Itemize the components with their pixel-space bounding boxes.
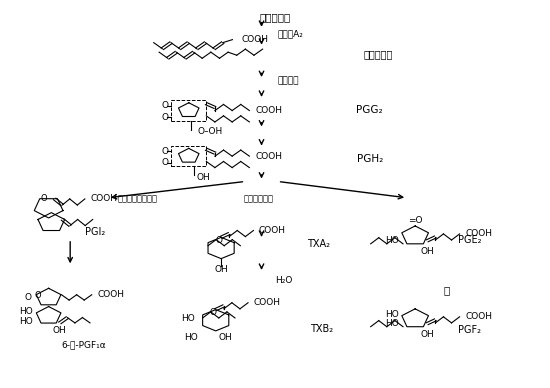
Text: 及: 及: [443, 285, 449, 295]
Text: COOH: COOH: [465, 229, 492, 238]
Text: 磷脂酶A₂: 磷脂酶A₂: [278, 30, 304, 39]
Text: 细胞膜磷脂: 细胞膜磷脂: [260, 12, 290, 22]
Text: COOH: COOH: [256, 106, 283, 115]
Text: COOH: COOH: [256, 152, 283, 161]
Text: OH: OH: [421, 330, 434, 339]
Text: =O: =O: [408, 216, 422, 225]
Text: O: O: [216, 236, 222, 245]
Text: 前列腺环素合成遶: 前列腺环素合成遶: [118, 194, 157, 203]
Text: HO: HO: [182, 314, 195, 323]
Text: PGH₂: PGH₂: [357, 154, 383, 164]
Text: O: O: [161, 147, 168, 156]
Text: COOH: COOH: [254, 298, 280, 307]
Text: 环氧化遶: 环氧化遶: [278, 76, 299, 85]
Bar: [171, 146, 206, 166]
Text: COOH: COOH: [90, 194, 117, 203]
Bar: [171, 100, 206, 121]
Text: PGE₂: PGE₂: [458, 235, 482, 244]
Text: OH: OH: [214, 265, 228, 274]
Text: OH: OH: [196, 173, 210, 182]
Text: HO: HO: [19, 307, 33, 316]
Text: 花生四烯酸: 花生四烯酸: [364, 49, 393, 59]
Text: O: O: [24, 293, 31, 302]
Text: COOH: COOH: [97, 290, 124, 299]
Text: O: O: [161, 113, 168, 122]
Text: O: O: [41, 194, 48, 203]
Text: HO: HO: [19, 317, 33, 326]
Text: TXA₂: TXA₂: [307, 239, 331, 249]
Text: HO: HO: [184, 333, 198, 342]
Text: OH: OH: [53, 326, 67, 335]
Text: COOH: COOH: [259, 226, 286, 235]
Text: TXB₂: TXB₂: [310, 324, 333, 334]
Text: COOH: COOH: [465, 312, 492, 321]
Text: O: O: [161, 158, 168, 167]
Text: O: O: [35, 291, 41, 300]
Text: HO: HO: [384, 319, 398, 328]
Text: O: O: [161, 101, 168, 110]
Text: H₂O: H₂O: [275, 276, 293, 285]
Text: COOH: COOH: [241, 35, 268, 44]
Text: HO: HO: [384, 310, 398, 319]
Text: OH: OH: [218, 333, 232, 342]
Text: 6-锐-PGF₁α: 6-锐-PGF₁α: [61, 340, 106, 350]
Text: PGF₂: PGF₂: [458, 325, 481, 335]
Text: PGG₂: PGG₂: [356, 106, 382, 115]
Text: 血栓素合成遶: 血栓素合成遶: [244, 194, 274, 203]
Text: HO: HO: [384, 236, 398, 245]
Text: O–OH: O–OH: [198, 127, 223, 136]
Text: O: O: [210, 308, 217, 317]
Text: PGI₂: PGI₂: [85, 227, 106, 237]
Text: OH: OH: [421, 247, 434, 256]
